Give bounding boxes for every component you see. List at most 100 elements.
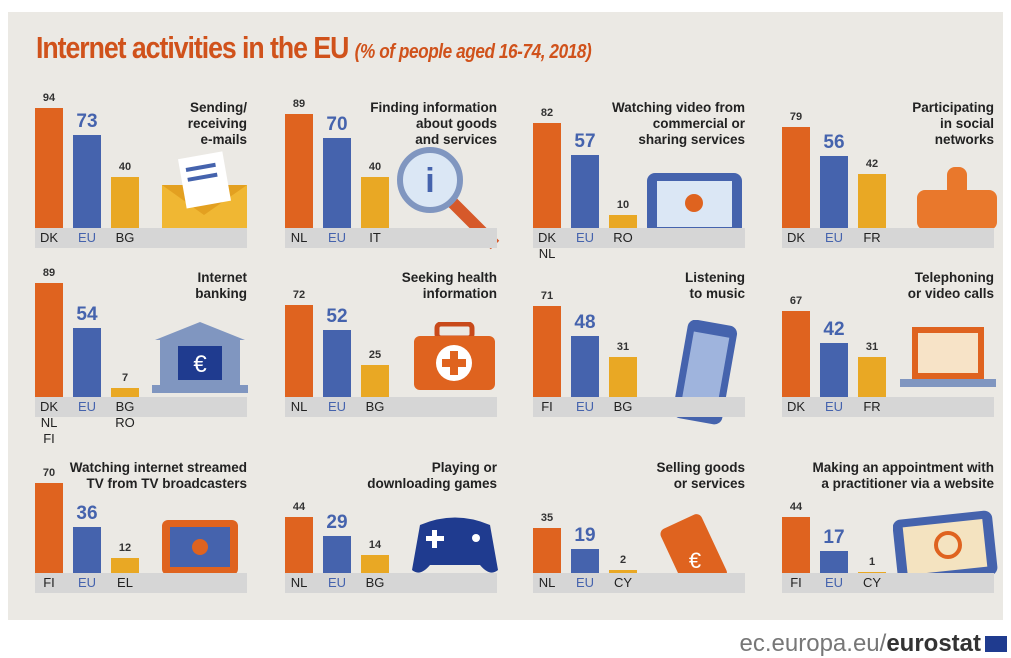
category-label: CY bbox=[613, 575, 633, 590]
chart-title: Playing or downloading games bbox=[367, 460, 497, 491]
category-label: DK NL bbox=[537, 230, 557, 261]
value-label: 44 bbox=[789, 500, 803, 513]
bar bbox=[571, 548, 599, 573]
chart-panel: Sending/ receiving e-mails 94 DK 73 EU 40 BG bbox=[35, 92, 280, 272]
chart-title: Participating in social networks bbox=[912, 100, 994, 147]
category-label: FI bbox=[43, 575, 55, 590]
chart-panel: Listening to music 71 FI 48 EU 31 BG bbox=[533, 262, 778, 442]
svg-text:€: € bbox=[193, 351, 207, 378]
bar bbox=[820, 551, 848, 573]
value-label: 35 bbox=[540, 512, 554, 525]
chart-panel: Participating in social networks 79 DK 56 EU… bbox=[782, 92, 1011, 272]
value-label: 89 bbox=[42, 267, 56, 280]
footer-site: ec.europa.eu/ bbox=[739, 630, 887, 657]
value-label: 1 bbox=[868, 555, 876, 568]
icon-kit bbox=[414, 322, 495, 390]
category-label: FI bbox=[541, 399, 553, 414]
icon-magnifier: i bbox=[397, 147, 500, 250]
bar bbox=[782, 516, 810, 573]
value-label: 44 bbox=[292, 500, 306, 513]
bar bbox=[609, 570, 637, 573]
value-label: 40 bbox=[118, 160, 132, 173]
value-label: 79 bbox=[789, 110, 803, 123]
icon-video bbox=[647, 173, 742, 235]
icon-gamepad bbox=[412, 517, 498, 573]
bar bbox=[361, 176, 389, 228]
value-label: 48 bbox=[574, 311, 596, 333]
category-label: DK bbox=[786, 230, 806, 245]
baseline-strip bbox=[35, 397, 247, 417]
category-label: EU bbox=[824, 399, 844, 414]
category-label: EU bbox=[77, 399, 97, 414]
category-label: CY bbox=[862, 575, 882, 590]
category-label: NL bbox=[538, 575, 556, 590]
bar bbox=[609, 357, 637, 397]
category-label: EU bbox=[575, 399, 595, 414]
footer-brand: eurostat bbox=[886, 630, 981, 657]
category-label: BG bbox=[613, 399, 633, 414]
bar bbox=[323, 138, 351, 228]
chart-title: Telephoning or video calls bbox=[907, 270, 994, 301]
bar bbox=[782, 311, 810, 397]
bar bbox=[782, 126, 810, 228]
icon-bank: € bbox=[152, 322, 248, 393]
category-label: BG bbox=[365, 575, 385, 590]
value-label: 52 bbox=[326, 306, 348, 328]
icon-laptop bbox=[900, 327, 996, 387]
chart-panel: Watching internet streamed TV from TV br… bbox=[35, 452, 280, 632]
value-label: 67 bbox=[789, 295, 803, 308]
bar bbox=[285, 114, 313, 228]
chart-panel: Seeking health information 72 NL 52 EU 25 BG bbox=[285, 262, 530, 442]
chart-title: Sending/ receiving e-mails bbox=[187, 100, 247, 147]
value-label: 10 bbox=[616, 199, 630, 212]
category-label: BG bbox=[365, 399, 385, 414]
chart-panel: Finding information about goods and serv… bbox=[285, 92, 530, 272]
category-label: IT bbox=[369, 230, 381, 245]
bar bbox=[73, 134, 101, 228]
category-label: NL bbox=[290, 230, 308, 245]
chart-panel: Making an appointment with a practitione… bbox=[782, 452, 1011, 632]
value-label: 57 bbox=[574, 131, 596, 153]
value-label: 17 bbox=[823, 527, 845, 549]
value-label: 31 bbox=[865, 341, 879, 354]
bar bbox=[533, 123, 561, 228]
value-label: 73 bbox=[76, 110, 98, 132]
chart-panel: Playing or downloading games 44 NL 29 EU 14 BG bbox=[285, 452, 530, 632]
bar bbox=[35, 483, 63, 573]
value-label: 12 bbox=[118, 541, 132, 554]
bar bbox=[858, 357, 886, 397]
category-label: EL bbox=[117, 575, 133, 590]
category-label: EU bbox=[327, 575, 347, 590]
value-label: 36 bbox=[76, 502, 98, 524]
bar bbox=[858, 174, 886, 228]
title-text: Internet activities in the EU bbox=[36, 30, 349, 65]
bar bbox=[111, 176, 139, 228]
value-label: 94 bbox=[42, 91, 56, 104]
category-label: FR bbox=[863, 399, 881, 414]
footer: ec.europa.eu/eurostat bbox=[740, 630, 981, 658]
svg-text:i: i bbox=[425, 162, 434, 200]
bar bbox=[820, 343, 848, 397]
bar bbox=[858, 571, 886, 573]
value-label: 89 bbox=[292, 98, 306, 111]
eu-flag bbox=[985, 636, 1007, 652]
chart-title: Finding information about goods and serv… bbox=[370, 100, 497, 147]
value-label: 71 bbox=[540, 290, 554, 303]
chart-title: Watching video from commercial or sharin… bbox=[611, 100, 745, 147]
chart-title: Selling goods or services bbox=[656, 460, 745, 491]
baseline-strip bbox=[782, 228, 994, 248]
bar bbox=[35, 283, 63, 397]
icon-tv bbox=[162, 520, 238, 575]
value-label: 7 bbox=[121, 372, 129, 385]
baseline-strip bbox=[782, 573, 994, 593]
baseline-strip bbox=[285, 573, 497, 593]
bar bbox=[35, 107, 63, 228]
icon-mail bbox=[162, 151, 247, 240]
category-label: DK bbox=[786, 399, 806, 414]
chart-title: Making an appointment with a practitione… bbox=[812, 460, 995, 491]
category-label: EU bbox=[327, 230, 347, 245]
baseline-strip bbox=[285, 397, 497, 417]
category-label: DK bbox=[39, 230, 59, 245]
bar bbox=[285, 304, 313, 397]
